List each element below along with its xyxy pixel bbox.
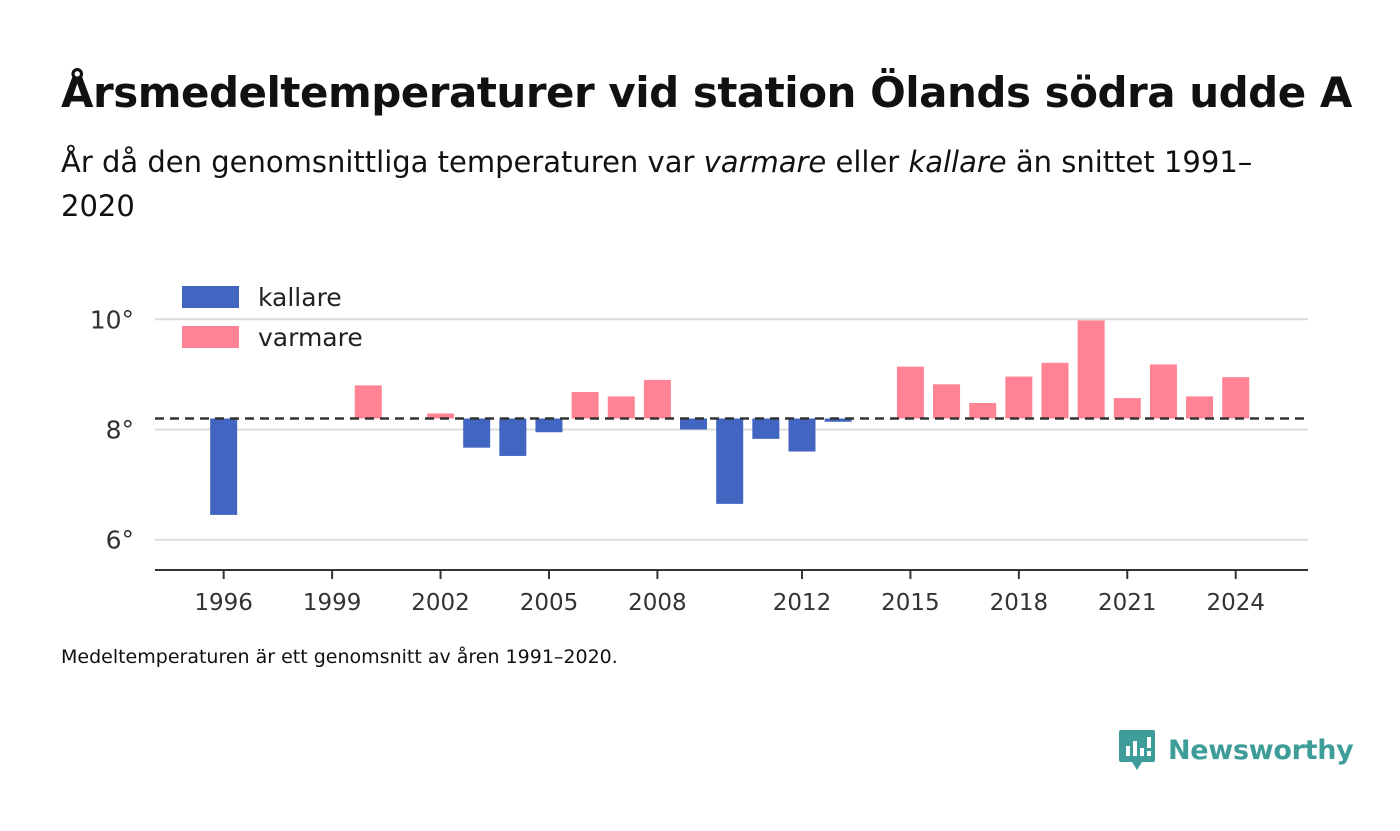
brand-logo: Newsworthy xyxy=(1118,728,1354,772)
bar-2018 xyxy=(1005,376,1033,419)
bar-2019 xyxy=(1041,362,1069,419)
bar-2016 xyxy=(933,384,961,419)
y-tick-label: 8° xyxy=(106,415,134,444)
x-tick-label: 2002 xyxy=(411,590,470,616)
x-tick-label: 2005 xyxy=(520,590,579,616)
bar-2013 xyxy=(824,418,852,422)
legend-swatch-kallare xyxy=(182,286,239,308)
bar-2010 xyxy=(716,418,744,504)
subtitle-warm-word: varmare xyxy=(703,145,827,179)
bar-2012 xyxy=(788,418,816,452)
bar-2015 xyxy=(896,366,924,419)
bar-2002 xyxy=(427,413,455,419)
bar-2020 xyxy=(1077,320,1105,419)
subtitle-text-1: År då den genomsnittliga temperaturen va… xyxy=(61,145,704,179)
x-tick-label: 2024 xyxy=(1206,590,1265,616)
x-tick-label: 2008 xyxy=(628,590,687,616)
bar-2004 xyxy=(499,418,527,456)
bar-2006 xyxy=(571,392,599,419)
bar-2007 xyxy=(607,396,635,419)
x-tick-label: 2012 xyxy=(773,590,832,616)
x-tick-label: 2021 xyxy=(1098,590,1157,616)
temperature-bar-chart: 6° 8° 10° 1996 1999 2002 2005 2008 2012 2015 2018 2… xyxy=(90,283,1308,616)
y-tick-label: 6° xyxy=(106,526,134,555)
bar-2000 xyxy=(354,385,382,419)
bar-2022 xyxy=(1149,364,1177,419)
x-tick-label: 1999 xyxy=(303,590,362,616)
newsworthy-logo-icon xyxy=(1119,730,1155,770)
bar-2009 xyxy=(680,418,708,430)
bar-2021 xyxy=(1113,398,1141,419)
bar-2017 xyxy=(969,403,997,419)
x-tick-label: 2018 xyxy=(990,590,1049,616)
bar-2005 xyxy=(535,418,563,433)
bar-2023 xyxy=(1186,396,1214,419)
legend-swatch-varmare xyxy=(182,326,239,348)
x-tick-label: 1996 xyxy=(194,590,253,616)
bar-2024 xyxy=(1222,377,1250,419)
legend-label-varmare: varmare xyxy=(258,323,363,352)
bar-1996 xyxy=(210,418,238,515)
x-tick-label: 2015 xyxy=(881,590,940,616)
brand-name: Newsworthy xyxy=(1168,734,1354,766)
y-tick-label: 10° xyxy=(90,305,134,334)
chart-title: Årsmedeltemperaturer vid station Ölands … xyxy=(61,68,1352,117)
legend-label-kallare: kallare xyxy=(258,283,342,312)
footnote: Medeltemperaturen är ett genomsnitt av å… xyxy=(61,646,618,668)
subtitle-cold-word: kallare xyxy=(908,145,1007,179)
bar-2008 xyxy=(643,379,671,419)
bar-2003 xyxy=(463,418,491,448)
chart-subtitle: År då den genomsnittliga temperaturen va… xyxy=(61,140,1281,228)
subtitle-text-3: än snittet 1991–2020 xyxy=(61,145,1253,223)
bar-2011 xyxy=(752,418,780,439)
subtitle-text-2: eller xyxy=(826,145,909,179)
